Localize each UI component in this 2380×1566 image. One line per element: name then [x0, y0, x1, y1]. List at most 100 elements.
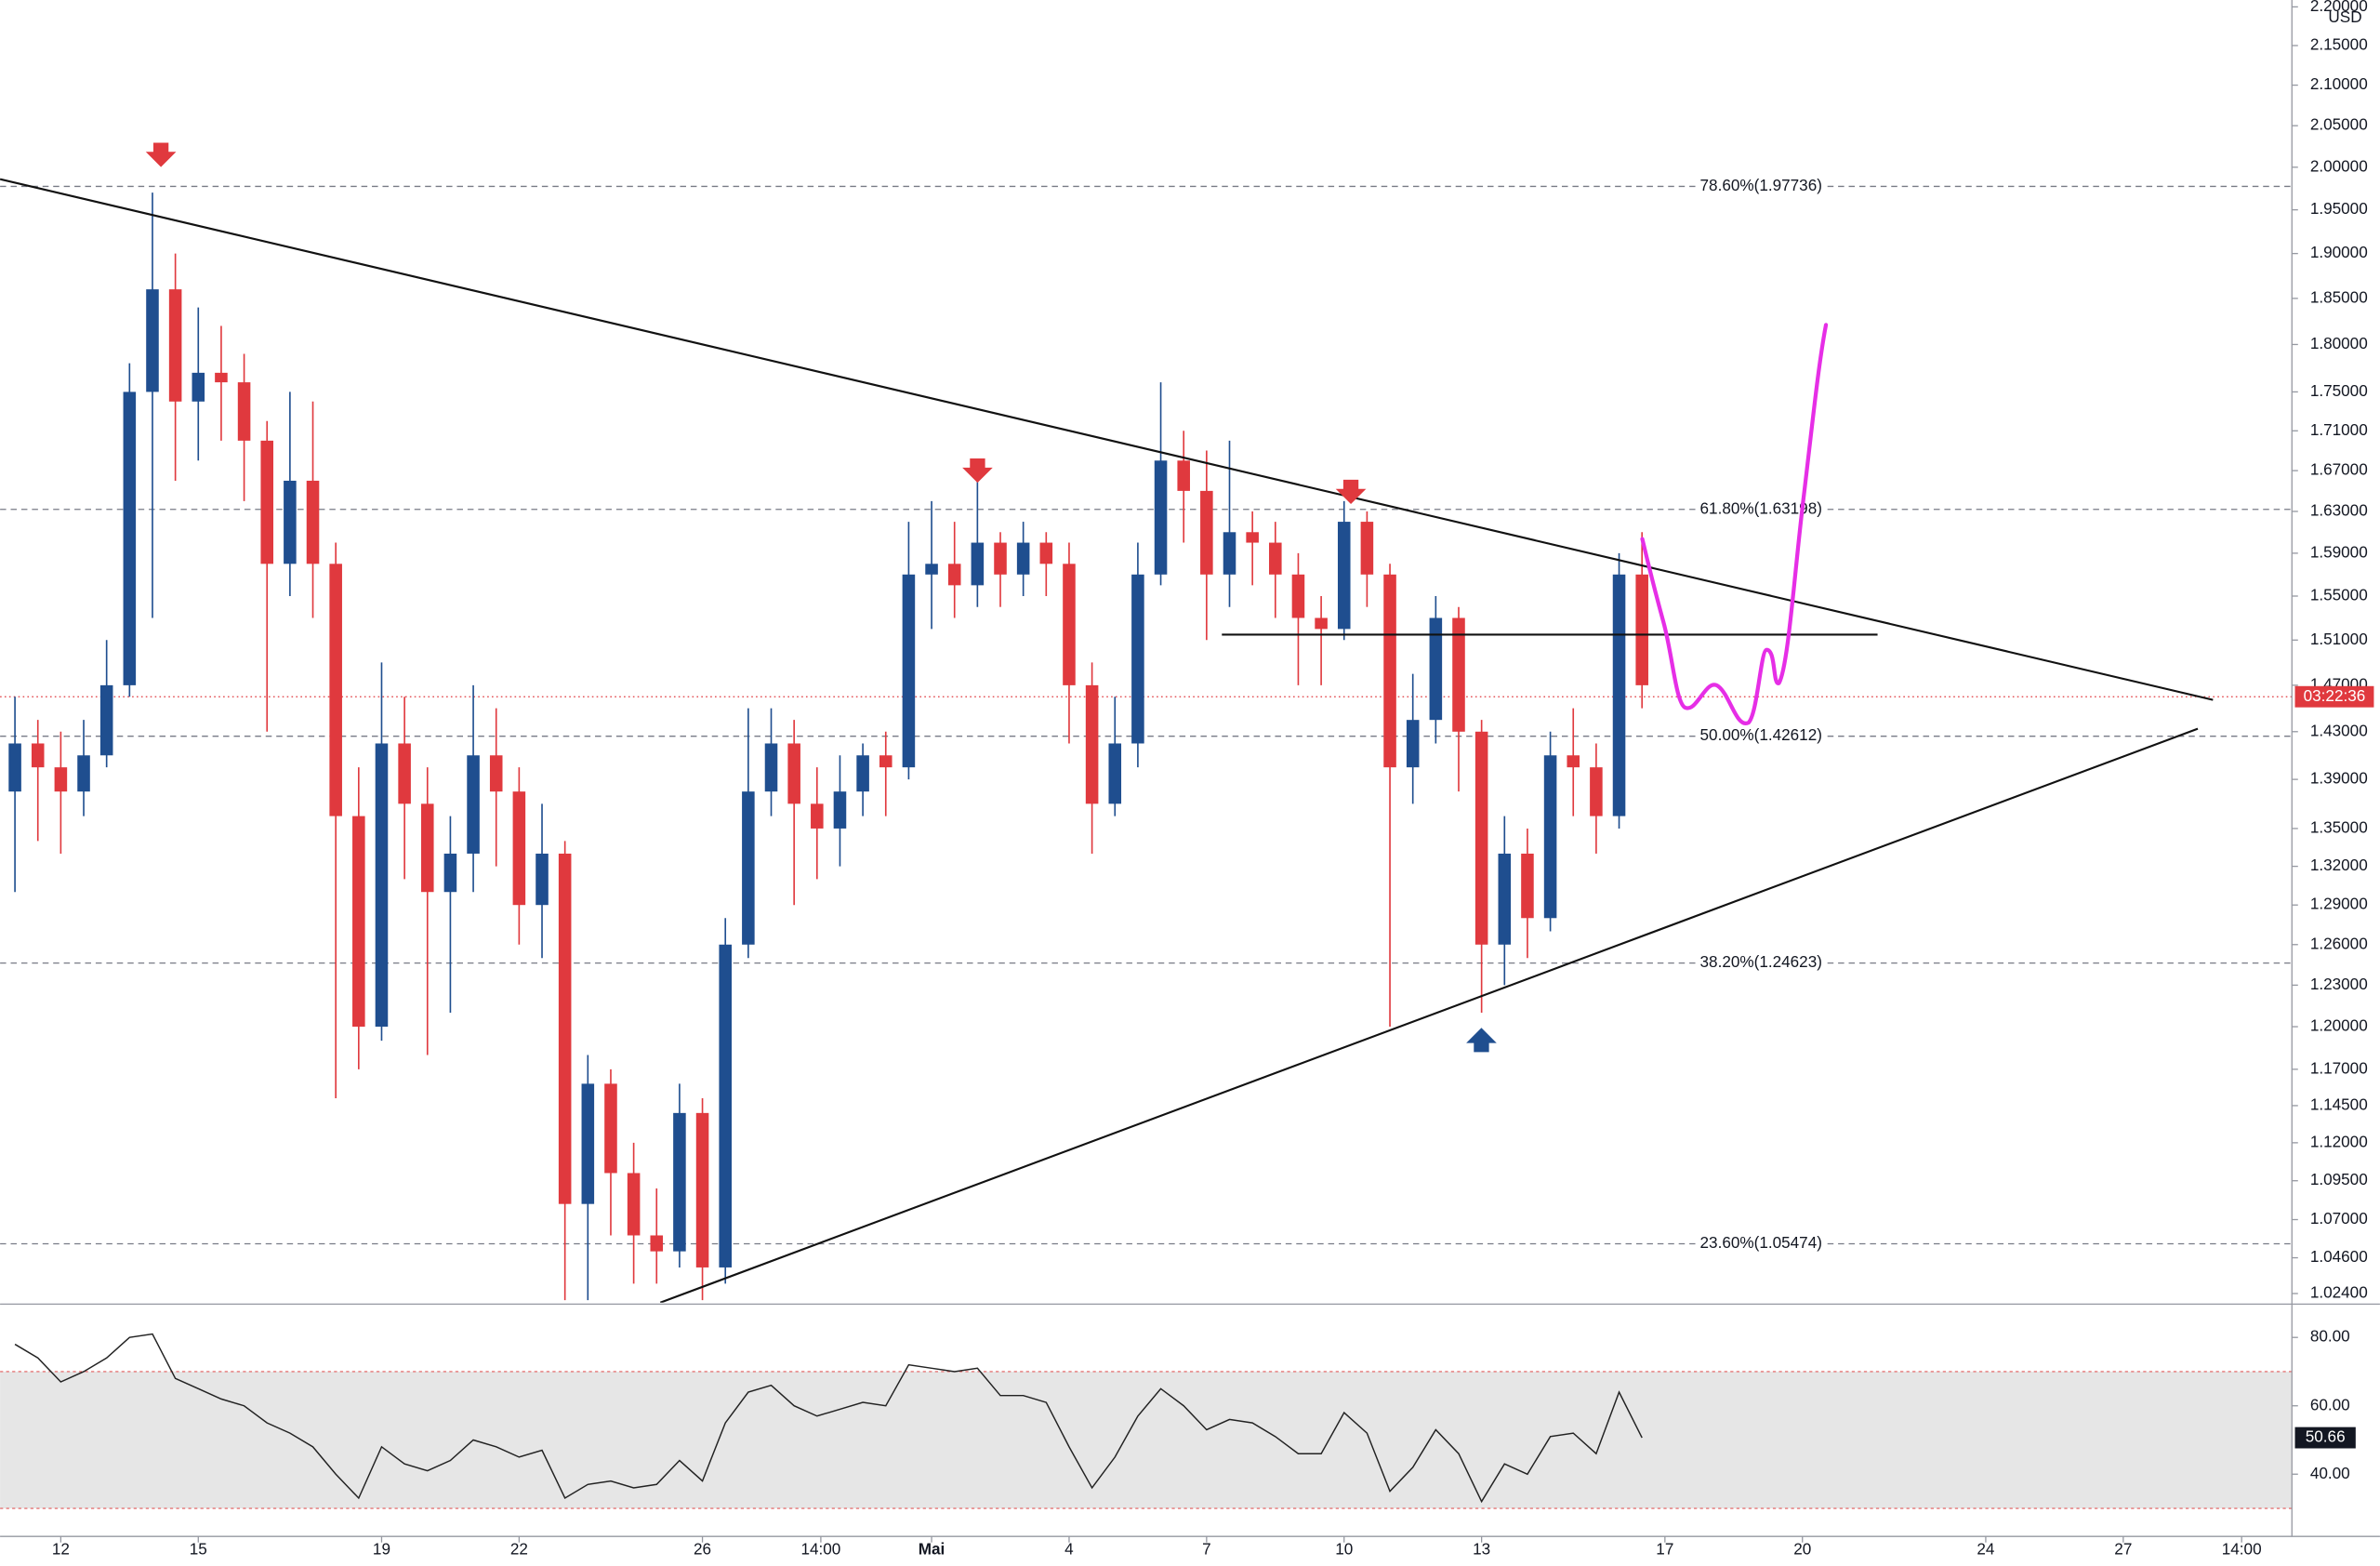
candle-body [1360, 522, 1374, 575]
candle-body [627, 1173, 641, 1236]
candle-body [1039, 542, 1053, 564]
candle-body [123, 392, 137, 685]
y-tick-label: 1.20000 [2310, 1016, 2368, 1035]
candle-body [1429, 617, 1443, 721]
candle-body [99, 684, 113, 756]
candle-body [1383, 574, 1396, 768]
y-tick-label: 1.29000 [2310, 895, 2368, 913]
y-tick-label: 1.12000 [2310, 1132, 2368, 1150]
y-tick-label: 1.75000 [2310, 381, 2368, 400]
rsi-tick-label: 40.00 [2310, 1464, 2350, 1482]
y-tick-label: 1.71000 [2310, 420, 2368, 439]
x-tick-label: Mai [919, 1539, 945, 1558]
candle-body [1521, 853, 1534, 919]
fib-label-background [1695, 1234, 1827, 1254]
candle-body [192, 372, 205, 402]
y-tick-label: 2.20000 [2310, 0, 2368, 15]
y-tick-label: 1.59000 [2310, 542, 2368, 561]
x-tick-label: 13 [1473, 1539, 1490, 1558]
candle-body [902, 574, 916, 768]
y-tick-label: 1.51000 [2310, 630, 2368, 648]
candle-body [352, 816, 365, 1028]
y-tick-label: 1.67000 [2310, 460, 2368, 479]
y-tick-label: 1.95000 [2310, 199, 2368, 218]
candle-body [31, 743, 45, 768]
last-price-box [2294, 685, 2374, 708]
x-tick-label: 10 [1335, 1539, 1353, 1558]
candle-body [1223, 532, 1236, 575]
candle-body [1406, 720, 1420, 768]
candle-body [168, 289, 182, 402]
rsi-band [0, 1371, 2293, 1509]
candle-body [1291, 574, 1305, 618]
y-tick-label: 1.09500 [2310, 1170, 2368, 1188]
candle-body [1635, 574, 1648, 685]
y-tick-label: 1.17000 [2310, 1058, 2368, 1077]
candle-body [787, 743, 800, 804]
candle-body [650, 1235, 664, 1252]
candle-body [284, 480, 297, 564]
candle-body [1543, 755, 1557, 919]
rsi-line [14, 1333, 1643, 1504]
candles [8, 192, 1648, 1301]
candle-body [306, 480, 320, 564]
candle-body [1085, 684, 1099, 804]
y-tick-label: 1.04600 [2310, 1247, 2368, 1266]
drawings [0, 142, 2214, 1303]
y-tick-label: 1.85000 [2310, 287, 2368, 306]
candle-body [1498, 853, 1512, 945]
candle-body [1590, 767, 1603, 816]
y-tick-label: 1.23000 [2310, 975, 2368, 993]
candle-body [764, 743, 778, 792]
candle-body [971, 542, 985, 586]
candle-body [811, 803, 824, 829]
candle-body [1246, 532, 1259, 543]
candle-body [558, 853, 572, 1204]
currency-label: USD [2328, 7, 2361, 26]
candle-body [994, 542, 1007, 575]
y-tick-label: 1.63000 [2310, 500, 2368, 519]
rsi-tick-label: 80.00 [2310, 1327, 2350, 1346]
candle-body [489, 755, 503, 792]
y-tick-label: 1.43000 [2310, 721, 2368, 739]
rsi-tick-label: 60.00 [2310, 1395, 2350, 1413]
labels: USD 1.02400 1.04600 1.07000 1.09500 1.12000 1… [52, 0, 2374, 1558]
y-tick-label: 2.10000 [2310, 74, 2368, 93]
fib-level-label: 61.80%(1.63198) [1700, 498, 1822, 517]
x-tick-label: 14:00 [800, 1539, 840, 1558]
fib-label-background [1695, 953, 1827, 973]
lower-trendline [659, 727, 2199, 1303]
candle-body [398, 743, 411, 804]
candle-body [1063, 564, 1076, 685]
fib-label-background [1695, 726, 1827, 746]
candle-body [329, 564, 342, 816]
x-tick-label: 26 [694, 1539, 711, 1558]
candle-body [237, 382, 251, 441]
candle-body [1452, 617, 1465, 732]
y-tick-label: 2.15000 [2310, 35, 2368, 54]
x-tick-label: 17 [1656, 1539, 1673, 1558]
fib-level-label: 38.20%(1.24623) [1700, 952, 1822, 971]
x-tick-label: 19 [373, 1539, 390, 1558]
fib-label-background [1695, 177, 1827, 196]
candle-body [8, 743, 21, 792]
candle-body [1177, 460, 1190, 491]
candle-body [467, 755, 480, 854]
candle-body [1016, 542, 1030, 575]
candle-body [1337, 522, 1351, 630]
candle-body [1315, 617, 1328, 630]
rsi [14, 1333, 1643, 1504]
candle-body [1474, 731, 1488, 945]
candle-body [947, 564, 961, 586]
y-tick-label: 1.02400 [2310, 1283, 2368, 1302]
candle-body [1200, 490, 1213, 575]
fib-level-label: 78.60%(1.97736) [1700, 176, 1822, 194]
x-tick-label: 4 [1064, 1539, 1074, 1558]
down-arrow [962, 458, 993, 484]
candle-body [146, 289, 159, 392]
candle-body [1567, 755, 1580, 768]
